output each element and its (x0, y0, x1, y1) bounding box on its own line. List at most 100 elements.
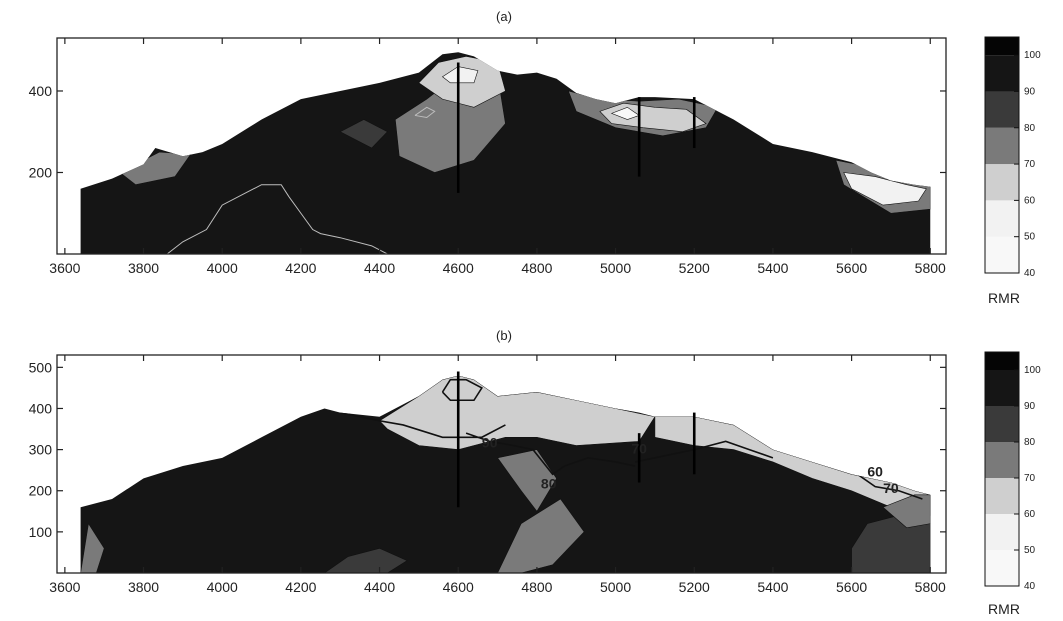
panel-b-rmr-region (379, 375, 656, 450)
panel-a-rmr-region (843, 172, 927, 206)
panel-a-contour-line (414, 106, 436, 119)
panel-b-frame (56, 354, 947, 574)
panel-b-y-tick-label: 200 (29, 483, 53, 499)
panel-b-rmr-region (497, 449, 557, 512)
panel-b-rmr-region (851, 515, 931, 573)
panel-b-colorbar-frame (984, 351, 1020, 587)
panel-a-colorbar-tick-label: 70 (1024, 159, 1036, 170)
panel-b-colorbar-band (985, 478, 1019, 514)
panel-b-rmr-region (882, 494, 931, 529)
panel-b-y-tick-label: 400 (29, 400, 53, 416)
panel-b-x-tick-label: 4800 (521, 579, 552, 595)
panel-b-colorbar-band (985, 406, 1019, 442)
panel-b-colorbar: 100 90 80 70 60 50 40 (984, 351, 1041, 592)
panel-b-contour-line (851, 469, 923, 500)
panel-a-rmr-regions (119, 56, 931, 254)
panel-b-colorbar-band (985, 442, 1019, 478)
panel-a-colorbar-band (985, 37, 1019, 56)
panel-b-colorbar-tick-label: 80 (1024, 437, 1036, 448)
panel-a-y-tick-label: 400 (29, 83, 53, 99)
panel-a-x-tick-label: 4600 (443, 260, 474, 276)
panel-a-contour-line (166, 184, 290, 254)
panel-a-colorbar-tick-label: 90 (1024, 86, 1036, 97)
panel-a-plot-area (80, 52, 931, 254)
panel-a-x-tick-label: 5000 (600, 260, 631, 276)
panel-a-x-tick-label: 4200 (285, 260, 316, 276)
panel-b-contour-line (340, 411, 506, 439)
panel-b-rmr-regions (80, 375, 931, 573)
panel-b-x-tick-label: 5600 (836, 579, 867, 595)
panel-b-x-tick-label: 4000 (207, 579, 238, 595)
panel-a-colorbar-band (985, 91, 1019, 128)
panel-a-colorbar-tick-label: 50 (1024, 232, 1036, 243)
panel-b-x-tick-label: 4600 (443, 579, 474, 595)
panel-b-rmr-region (80, 522, 105, 573)
panel-a-rmr-region (119, 151, 192, 186)
panel-a-axes: 3600 3800 4000 4200 4400 4600 4800 5000 5200 5400… (29, 38, 946, 276)
panel-b-colorbar-tick-label: 100 (1024, 365, 1041, 376)
panel-b-x-tick-label: 5000 (600, 579, 631, 595)
panel-a: (a) 3600 3800 4000 4200 4400 4600 4800 5000 5200… (29, 9, 1041, 306)
panel-b-colorbar-band (985, 514, 1019, 550)
panel-b-colorbar-tick-label: 40 (1024, 581, 1036, 592)
panel-a-colorbar-tick-label: 40 (1024, 268, 1036, 279)
panel-b-colorbar-tick-label: 50 (1024, 545, 1036, 556)
panel-b-contour-label: 80 (541, 476, 557, 492)
panel-a-x-tick-label: 4000 (207, 260, 238, 276)
panel-a-colorbar-band (985, 127, 1019, 165)
panel-b-colorbar-band (985, 352, 1019, 370)
panel-a-colorbar-tick-label: 100 (1024, 50, 1041, 61)
panel-a-colorbar-band (985, 236, 1019, 273)
panel-a-x-tick-label: 5200 (679, 260, 710, 276)
panel-b-colorbar-label: RMR (988, 601, 1020, 617)
panel-b-rmr-region (323, 548, 408, 573)
panel-b-x-tick-label: 4400 (364, 579, 395, 595)
panel-a-colorbar-band (985, 200, 1019, 237)
panel-a-x-tick-label: 3800 (128, 260, 159, 276)
panel-b-x-tick-label: 4200 (285, 579, 316, 595)
panel-a-x-tick-label: 4800 (521, 260, 552, 276)
panel-b-contour-line (441, 378, 483, 402)
panel-b-colorbar-tick-label: 90 (1024, 401, 1036, 412)
panel-b-colorbar-band (985, 550, 1019, 586)
panel-b-contour-line (635, 440, 774, 463)
panel-b-contour-label: 90 (482, 435, 498, 451)
panel-b-colorbar-tick-label: 70 (1024, 473, 1036, 484)
panel-b-contour-label: 70 (631, 441, 647, 457)
panel-a-contour-line (288, 196, 388, 254)
panel-a-label: (a) (496, 9, 512, 24)
panel-a-colorbar-tick-label: 80 (1024, 123, 1036, 134)
panel-a-frame (56, 37, 947, 255)
panel-a-colorbar-band (985, 164, 1019, 201)
panel-b-contour-line (465, 432, 636, 476)
panel-b-contour-label: 60 (867, 463, 883, 479)
panel-a-x-tick-label: 4400 (364, 260, 395, 276)
panel-a-x-tick-label: 5400 (757, 260, 788, 276)
panel-a-colorbar: 100 90 80 70 60 50 40 (984, 36, 1041, 279)
panel-b-label: (b) (496, 328, 512, 343)
panel-b-contour-label: 70 (883, 480, 899, 496)
panel-a-colorbar-tick-label: 60 (1024, 195, 1036, 206)
panel-a-colorbar-band (985, 55, 1019, 92)
panel-a-y-tick-label: 200 (29, 164, 53, 180)
panel-a-rmr-region (339, 119, 388, 149)
panel-b-x-tick-label: 3800 (128, 579, 159, 595)
panel-a-colorbar-frame (984, 36, 1020, 274)
panel-b-y-tick-label: 100 (29, 524, 53, 540)
panel-a-x-tick-label: 5600 (836, 260, 867, 276)
panel-b-x-tick-label: 5200 (679, 579, 710, 595)
panel-b-rmr-region (497, 498, 585, 573)
panel-b-y-tick-label: 300 (29, 442, 53, 458)
panel-a-terrain-body (80, 52, 931, 254)
panel-b-x-tick-label: 5800 (915, 579, 946, 595)
panel-a-x-tick-label: 5800 (915, 260, 946, 276)
panel-b-x-tick-label: 5400 (757, 579, 788, 595)
panel-b-colorbar-band (985, 370, 1019, 406)
panel-b-y-tick-label: 500 (29, 359, 53, 375)
panel-b-colorbar-tick-label: 60 (1024, 509, 1036, 520)
panel-b-axes: 3600 3800 4000 4200 4400 4600 4800 5000 5200 5400… (29, 355, 946, 595)
panel-b-x-tick-label: 3600 (49, 579, 80, 595)
